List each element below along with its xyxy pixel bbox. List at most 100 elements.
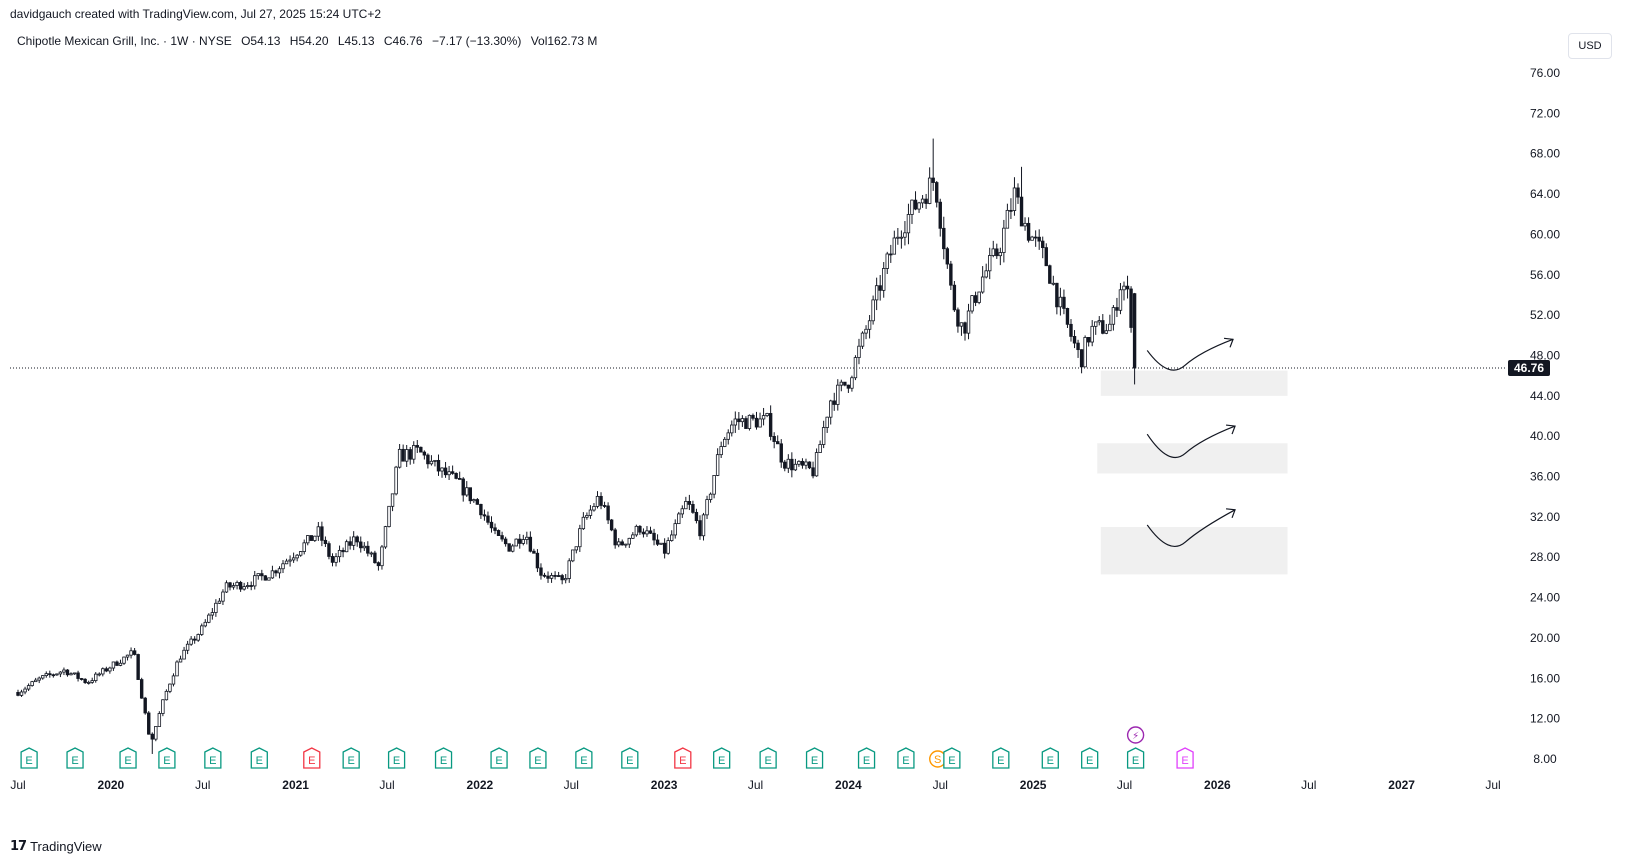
candle-body <box>786 458 791 469</box>
tradingview-branding[interactable]: 𝟭𝟳 TradingView <box>10 838 102 854</box>
last-price-label: 46.76 <box>1508 359 1550 376</box>
currency-button[interactable]: USD <box>1568 33 1612 59</box>
price-tick-label: 44.00 <box>1530 389 1560 403</box>
candle-body <box>988 255 992 272</box>
candle-body <box>23 688 27 693</box>
earnings-marker-icon[interactable]: E <box>529 747 547 769</box>
candle-body <box>613 529 617 546</box>
earnings-marker-icon[interactable]: E <box>204 747 222 769</box>
earnings-badge <box>674 747 692 769</box>
earnings-marker-icon[interactable]: E <box>759 747 777 769</box>
earnings-glyph: E <box>71 755 78 767</box>
candle-body <box>553 575 557 577</box>
candle-body <box>945 248 950 265</box>
candle-body <box>139 679 144 699</box>
earnings-marker-icon[interactable]: E <box>857 747 876 769</box>
candle-body <box>111 661 116 669</box>
candle-body <box>673 523 677 536</box>
time-axis: Jul 2020 Jul 2021 Jul 2022 Jul 2023 Jul 2024 Jul 20… <box>10 778 1500 792</box>
earnings-marker-icon[interactable]: E <box>250 747 268 769</box>
symbol-name[interactable]: Chipotle Mexican Grill, Inc. · 1W · NYSE <box>17 34 232 48</box>
candle-body <box>998 252 1003 257</box>
earnings-marker-icon[interactable]: E <box>1041 747 1059 769</box>
candle-body <box>821 427 826 445</box>
earnings-marker-icon[interactable]: E <box>387 747 406 769</box>
earnings-marker-icon[interactable]: E <box>303 747 321 769</box>
earnings-marker-icon[interactable]: E <box>20 747 38 769</box>
candle-body <box>263 575 268 581</box>
candle-body <box>514 538 518 547</box>
candle-body <box>189 638 193 645</box>
earnings-marker-icon[interactable]: E <box>575 747 593 769</box>
candle-body <box>19 691 24 696</box>
earnings-marker-icon[interactable]: E <box>805 747 824 769</box>
candle-body <box>475 499 480 505</box>
candle-body <box>776 441 780 445</box>
candle-body <box>829 400 833 418</box>
candle-body <box>691 504 695 513</box>
candle-body <box>889 253 893 256</box>
candle-body <box>221 591 225 602</box>
candle-body <box>574 546 578 551</box>
candle-body <box>560 575 564 581</box>
earnings-marker-icon[interactable]: E <box>713 747 731 769</box>
earnings-badge <box>529 747 547 769</box>
candle-body <box>1058 296 1063 308</box>
candle-body <box>302 542 306 552</box>
earnings-marker-icon[interactable]: E <box>1126 747 1145 769</box>
earnings-marker-icon[interactable]: E <box>490 747 508 769</box>
time-tick-label: 2020 <box>98 778 125 792</box>
candle-body <box>860 332 865 347</box>
candle-body <box>599 495 603 506</box>
earnings-marker-icon[interactable]: E <box>897 747 915 769</box>
earnings-badge <box>387 747 406 769</box>
candle-body <box>150 733 154 740</box>
candle-body <box>662 542 667 554</box>
earnings-glyph: E <box>256 755 263 767</box>
candle-body <box>253 575 257 587</box>
candle-body <box>995 248 999 257</box>
earnings-marker-icon[interactable]: E <box>434 747 453 769</box>
candle-body <box>210 612 215 616</box>
candle-body <box>655 539 660 545</box>
earnings-badge <box>434 747 453 769</box>
candle-body <box>1005 209 1010 229</box>
candle-body <box>482 514 487 517</box>
candle-body <box>284 560 289 565</box>
earnings-glyph: E <box>440 755 447 767</box>
earnings-glyph: E <box>902 755 909 767</box>
earnings-marker-icon[interactable]: E <box>1176 747 1194 769</box>
earnings-marker-icon[interactable]: E <box>66 747 84 769</box>
candle-body <box>839 381 844 386</box>
last-price-text: 46.76 <box>1514 361 1544 375</box>
earnings-marker-icon[interactable]: E <box>342 747 360 769</box>
candle-body <box>242 586 246 590</box>
earnings-marker-icon[interactable]: E <box>674 747 692 769</box>
candle-body <box>41 675 45 679</box>
earnings-badge <box>897 747 915 769</box>
earnings-marker-icon[interactable]: E <box>992 747 1010 769</box>
earnings-marker-icon[interactable]: E <box>621 747 639 769</box>
earnings-badge <box>490 747 508 769</box>
earnings-marker-icon[interactable]: E <box>119 747 137 769</box>
earnings-badge <box>805 747 824 769</box>
candle-body <box>436 459 441 472</box>
candle-body <box>376 562 381 567</box>
candle-body <box>316 526 321 537</box>
earnings-marker-icon[interactable]: E <box>1081 747 1099 769</box>
earnings-badge <box>713 747 731 769</box>
earnings-marker-icon[interactable]: E <box>158 747 176 769</box>
candle-body <box>323 539 328 545</box>
earnings-marker-icon[interactable]: E <box>943 747 961 769</box>
candle-body <box>1016 187 1020 198</box>
candle-body <box>90 680 94 683</box>
earnings-badge <box>857 747 876 769</box>
candle-body <box>433 459 437 462</box>
candle-body <box>645 530 649 535</box>
candle-body <box>472 499 476 502</box>
candle-body <box>542 574 547 577</box>
candle-body <box>175 661 179 677</box>
candle-body <box>581 516 586 530</box>
time-tick-label: Jul <box>1485 778 1500 792</box>
